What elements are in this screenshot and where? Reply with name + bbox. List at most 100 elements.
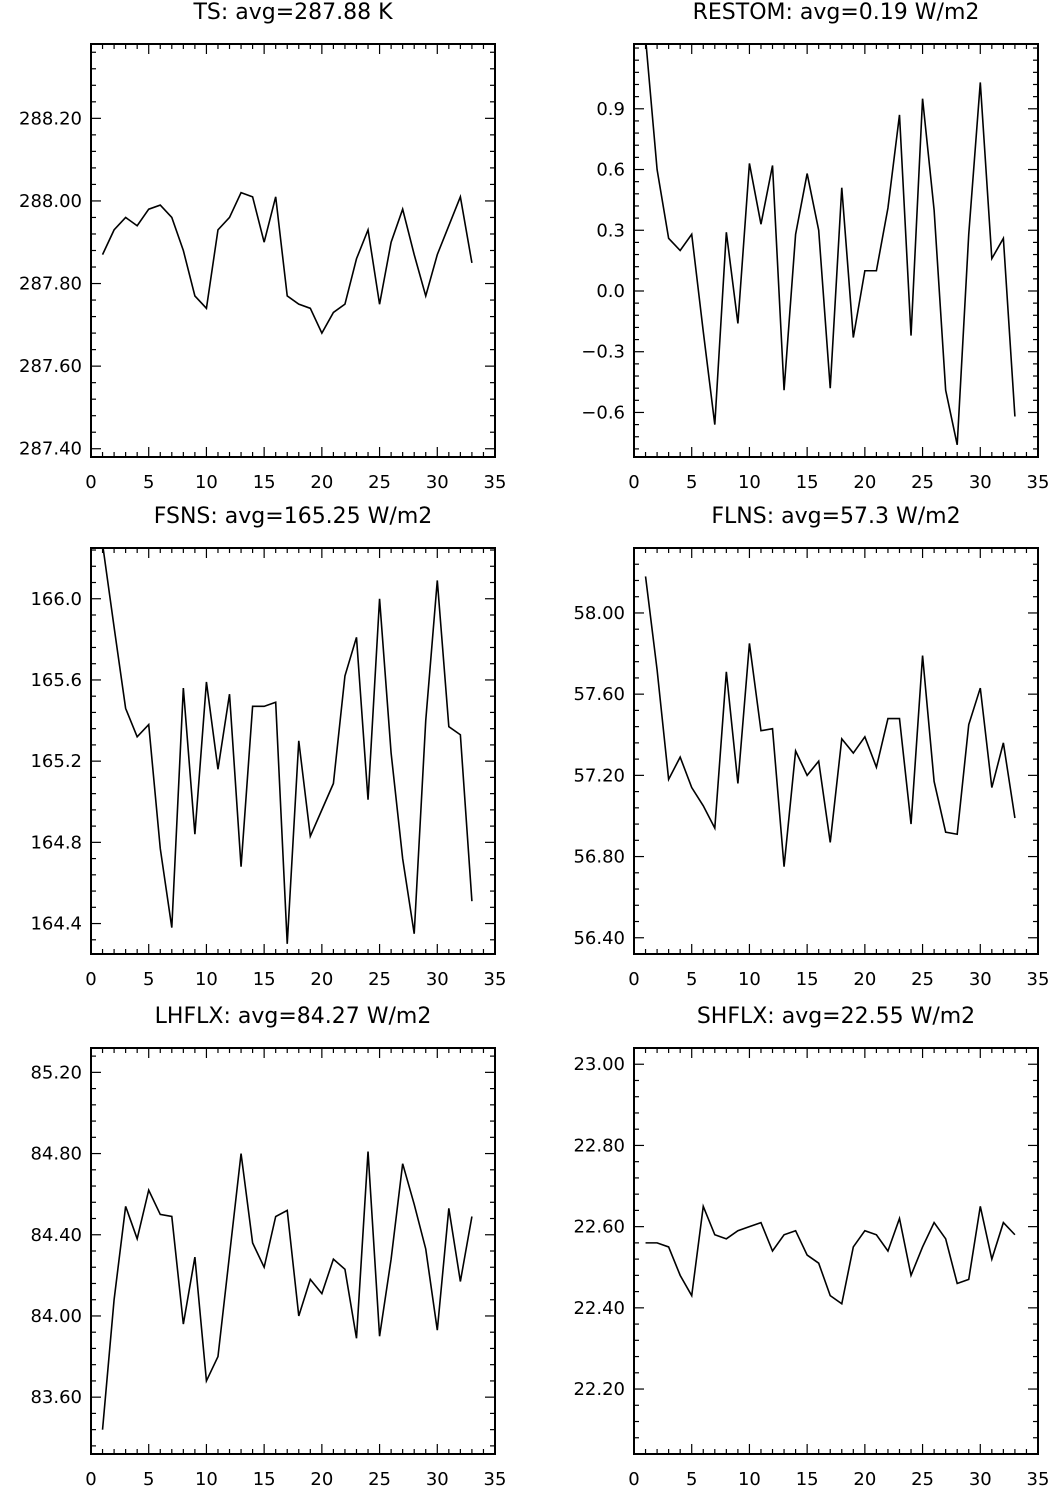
x-tick-label: 5 [143,472,154,493]
y-tick-label: 0.3 [596,220,625,241]
chart-title: RESTOM: avg=0.19 W/m2 [693,0,980,25]
y-tick-label: 164.8 [30,832,82,853]
x-tick-label: 20 [310,969,333,990]
y-tick-label: 287.60 [19,356,82,377]
x-tick-label: 20 [310,1469,333,1490]
plot-frame [90,547,496,955]
x-tick-label: 25 [911,969,934,990]
x-tick-label: 15 [253,1469,276,1490]
plot-frame [633,547,1039,955]
y-tick-label: 85.20 [30,1062,82,1083]
series-line [644,576,1016,867]
series-line [645,1203,1016,1306]
x-tick-label: 35 [484,472,507,493]
chart-panel-1: TS: avg=287.88 K 0 5 10 15 20 25 30 35 287.40 287.… [19,0,506,493]
series-line [102,548,473,944]
x-tick-label: 30 [969,1469,992,1490]
y-tick-label: −0.6 [581,402,625,423]
y-tick-label: 0.6 [596,160,625,181]
y-tick-label: 57.20 [573,765,625,786]
x-tick-label: 15 [796,969,819,990]
x-tick-label: 10 [195,472,218,493]
x-tick-label: 5 [143,969,154,990]
x-tick-label: 10 [195,1469,218,1490]
x-tick-label: 0 [85,969,96,990]
y-tick-label: 23.00 [573,1054,625,1075]
y-tick-label: 288.00 [19,191,82,212]
y-tick-label: 57.60 [573,684,625,705]
y-tick-label: 22.40 [573,1298,625,1319]
x-tick-label: 25 [368,1469,391,1490]
y-tick-label: 84.80 [30,1144,82,1165]
chart-title: FLNS: avg=57.3 W/m2 [711,504,960,529]
chart-panel-6: SHFLX: avg=22.55 W/m2 0 5 10 15 20 25 30 35 22.20… [573,1004,1049,1490]
x-tick-label: 30 [969,472,992,493]
plot-frame [633,43,1039,458]
x-tick-label: 0 [85,1469,96,1490]
x-tick-label: 15 [796,1469,819,1490]
y-tick-label: −0.3 [581,342,625,363]
y-tick-label: 56.80 [573,847,625,868]
plot-frame [633,1047,1039,1455]
y-tick-label: 84.40 [30,1225,82,1246]
x-tick-label: 15 [253,472,276,493]
y-tick-label: 0.9 [596,99,625,120]
y-tick-label: 287.40 [19,439,82,460]
y-tick-label: 287.80 [19,274,82,295]
x-tick-label: 20 [853,969,876,990]
y-tick-label: 164.4 [30,914,82,935]
y-tick-label: 165.2 [30,751,82,772]
chart-panel-5: LHFLX: avg=84.27 W/m2 0 5 10 15 20 25 30 35 83.60… [30,1004,506,1490]
y-tick-label: 22.20 [573,1379,625,1400]
x-tick-label: 10 [738,472,761,493]
x-tick-label: 0 [85,472,96,493]
y-tick-label: 84.00 [30,1306,82,1327]
y-tick-label: 56.40 [573,928,625,949]
x-tick-label: 0 [628,1469,639,1490]
y-tick-label: 22.80 [573,1135,625,1156]
x-tick-label: 10 [195,969,218,990]
x-tick-label: 15 [253,969,276,990]
x-tick-label: 10 [738,1469,761,1490]
x-tick-label: 35 [484,969,507,990]
y-tick-label: 288.20 [19,108,82,129]
x-tick-label: 20 [853,472,876,493]
x-tick-label: 0 [628,472,639,493]
x-tick-label: 15 [796,472,819,493]
x-tick-label: 0 [628,969,639,990]
x-tick-label: 5 [686,1469,697,1490]
chart-panel-3: FSNS: avg=165.25 W/m2 0 5 10 15 20 25 30 35 164.4… [30,504,506,990]
x-tick-label: 20 [853,1469,876,1490]
x-tick-label: 30 [426,472,449,493]
x-tick-label: 30 [426,1469,449,1490]
x-tick-label: 5 [143,1469,154,1490]
x-tick-label: 30 [426,969,449,990]
x-tick-label: 35 [1027,1469,1050,1490]
y-tick-label: 166.0 [30,589,82,610]
chart-title: SHFLX: avg=22.55 W/m2 [697,1004,975,1029]
x-tick-label: 5 [686,969,697,990]
y-tick-label: 22.60 [573,1217,625,1238]
chart-panel-2: RESTOM: avg=0.19 W/m2 0 5 10 15 20 25 30 35 −0.6 −… [581,0,1049,493]
x-tick-label: 30 [969,969,992,990]
series-line [645,44,1016,446]
x-tick-label: 20 [310,472,333,493]
y-tick-label: 58.00 [573,603,625,624]
x-tick-label: 35 [1027,472,1050,493]
y-tick-label: 165.6 [30,670,82,691]
x-tick-label: 25 [911,1469,934,1490]
x-tick-label: 25 [368,472,391,493]
y-tick-label: 83.60 [30,1387,82,1408]
y-tick-label: 0.0 [596,281,625,302]
series-line [101,1151,473,1430]
x-tick-label: 35 [1027,969,1050,990]
x-tick-label: 10 [738,969,761,990]
chart-title: FSNS: avg=165.25 W/m2 [154,504,433,529]
x-tick-label: 35 [484,1469,507,1490]
x-tick-label: 25 [911,472,934,493]
x-tick-label: 5 [686,472,697,493]
chart-panel-4: FLNS: avg=57.3 W/m2 0 5 10 15 20 25 30 35 56.40 56… [573,504,1049,990]
chart-title: TS: avg=287.88 K [192,0,393,25]
